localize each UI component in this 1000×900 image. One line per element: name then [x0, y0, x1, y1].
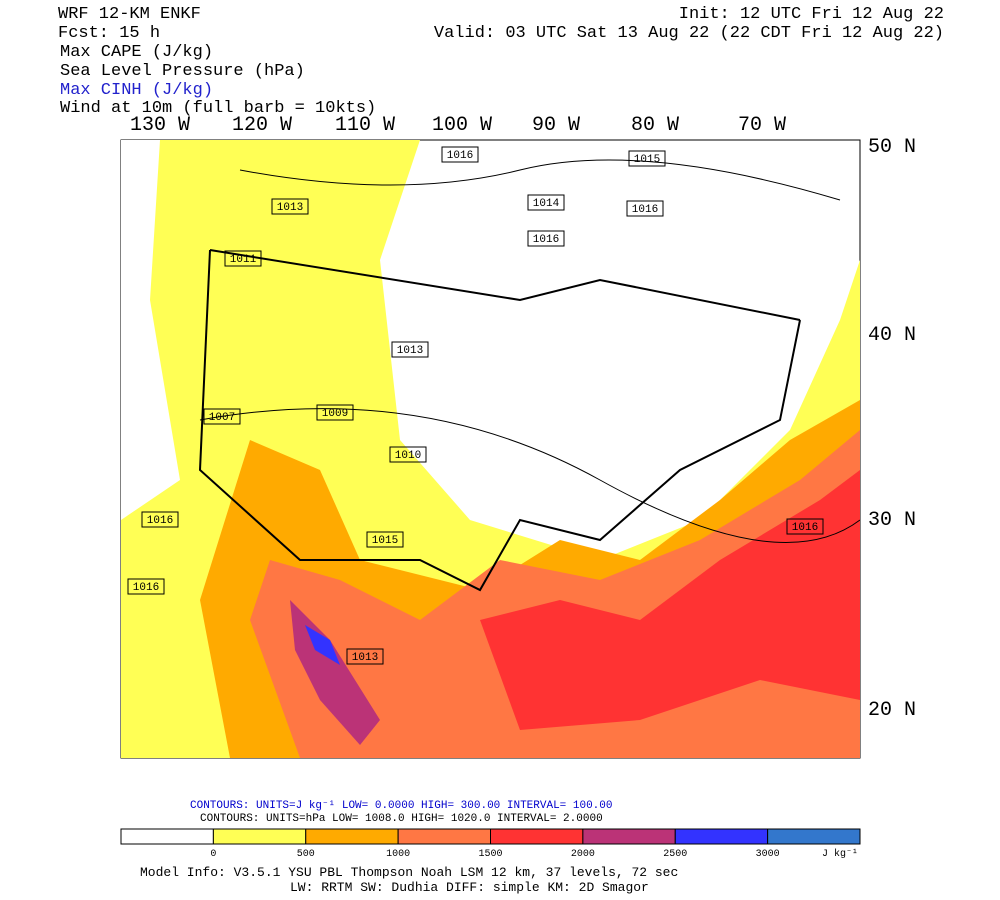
- pressure-box: [366, 531, 404, 548]
- pressure-label: 1016: [792, 522, 818, 534]
- pressure-label: 1013: [277, 202, 303, 214]
- pressure-box: [527, 194, 565, 211]
- colorbar-tick-label: 2500: [663, 849, 687, 860]
- pressure-box: [203, 408, 241, 425]
- pressure-box: [127, 578, 165, 595]
- longitude-label: 70 W: [738, 114, 786, 137]
- colorbar-tick-label: 3000: [756, 849, 780, 860]
- colorbar-swatch: [397, 828, 491, 845]
- model-info: Model Info: V3.5.1 YSU PBL Thompson Noah…: [140, 865, 678, 880]
- pressure-label: 1016: [133, 582, 159, 594]
- colorbar-swatch: [767, 828, 861, 845]
- colorbar-tick-label: 1000: [386, 849, 410, 860]
- longitude-label: 120 W: [232, 114, 292, 137]
- latitude-label: 20 N: [868, 699, 916, 722]
- field-label: Max CAPE (J/kg): [60, 43, 213, 62]
- pressure-label: 1009: [322, 408, 348, 420]
- field-label: Sea Level Pressure (hPa): [60, 62, 305, 81]
- pressure-box: [389, 446, 427, 463]
- model-info: LW: RRTM SW: Dudhia DIFF: simple KM: 2D …: [290, 880, 649, 895]
- colorbar-unit: J kg⁻¹: [822, 848, 858, 860]
- pressure-box: [441, 146, 479, 163]
- cape-contour-info: CONTOURS: UNITS=J kg⁻¹ LOW= 0.0000 HIGH=…: [190, 800, 613, 812]
- pressure-label: 1015: [634, 154, 660, 166]
- colorbar-tick-label: 500: [297, 849, 315, 860]
- pressure-label: 1016: [147, 515, 173, 527]
- longitude-label: 110 W: [335, 114, 395, 137]
- pressure-label: 1014: [533, 198, 560, 210]
- pressure-box: [316, 404, 354, 421]
- colorbar-tick-label: 1500: [478, 849, 502, 860]
- latitude-label: 50 N: [868, 136, 916, 159]
- colorbar-swatch: [674, 828, 769, 845]
- pressure-label: 1010: [395, 450, 421, 462]
- isobar: [199, 159, 861, 543]
- longitude-label: 130 W: [130, 114, 190, 137]
- pressure-box: [391, 341, 429, 358]
- pressure-box: [224, 250, 262, 267]
- colorbar-swatch: [212, 828, 307, 845]
- field-label: Wind at 10m (full barb = 10kts): [60, 99, 376, 118]
- colorbar: 0 500 1000 1500 2000 2500 3000 J kg⁻¹: [120, 828, 861, 860]
- longitude-label: 100 W: [432, 114, 492, 137]
- pressure-label: 1016: [632, 204, 658, 216]
- colorbar-swatch: [490, 828, 584, 845]
- longitude-label: 90 W: [532, 114, 580, 137]
- pressure-label: 1011: [230, 254, 257, 266]
- valid-time: Valid: 03 UTC Sat 13 Aug 22 (22 CDT Fri …: [434, 24, 944, 43]
- pressure-box: [626, 200, 664, 217]
- pressure-box: [271, 198, 309, 215]
- pressure-box: [527, 230, 565, 247]
- pressure-box: [628, 150, 666, 167]
- cape-fill: [480, 470, 860, 730]
- colorbar-swatch: [582, 828, 676, 845]
- cape-fill: [121, 140, 180, 520]
- coastline: [198, 249, 801, 592]
- forecast-hour: Fcst: 15 h: [58, 24, 160, 43]
- colorbar-swatch: [305, 828, 399, 845]
- field-label: Max CINH (J/kg): [60, 81, 213, 100]
- pressure-box: [141, 511, 179, 528]
- title: WRF 12-KM ENKF: [58, 5, 201, 24]
- pressure-label: 1007: [209, 412, 235, 424]
- init-time: Init: 12 UTC Fri 12 Aug 22: [679, 5, 944, 24]
- pressure-label: 1016: [447, 150, 473, 162]
- pressure-label: 1015: [372, 535, 398, 547]
- pressure-box: [786, 518, 824, 535]
- pressure-box: [346, 648, 384, 665]
- pressure-label: 1013: [352, 652, 378, 664]
- latitude-label: 40 N: [868, 324, 916, 347]
- colorbar-tick-label: 0: [210, 849, 216, 860]
- longitude-label: 80 W: [631, 114, 679, 137]
- map: [120, 139, 861, 759]
- cape-fill: [305, 625, 340, 665]
- colorbar-swatch: [120, 828, 214, 845]
- latitude-label: 30 N: [868, 509, 916, 532]
- pressure-label: 1013: [397, 345, 423, 357]
- slp-contour-info: CONTOURS: UNITS=hPa LOW= 1008.0 HIGH= 10…: [200, 813, 603, 825]
- pressure-label: 1016: [533, 234, 559, 246]
- colorbar-tick-label: 2000: [571, 849, 595, 860]
